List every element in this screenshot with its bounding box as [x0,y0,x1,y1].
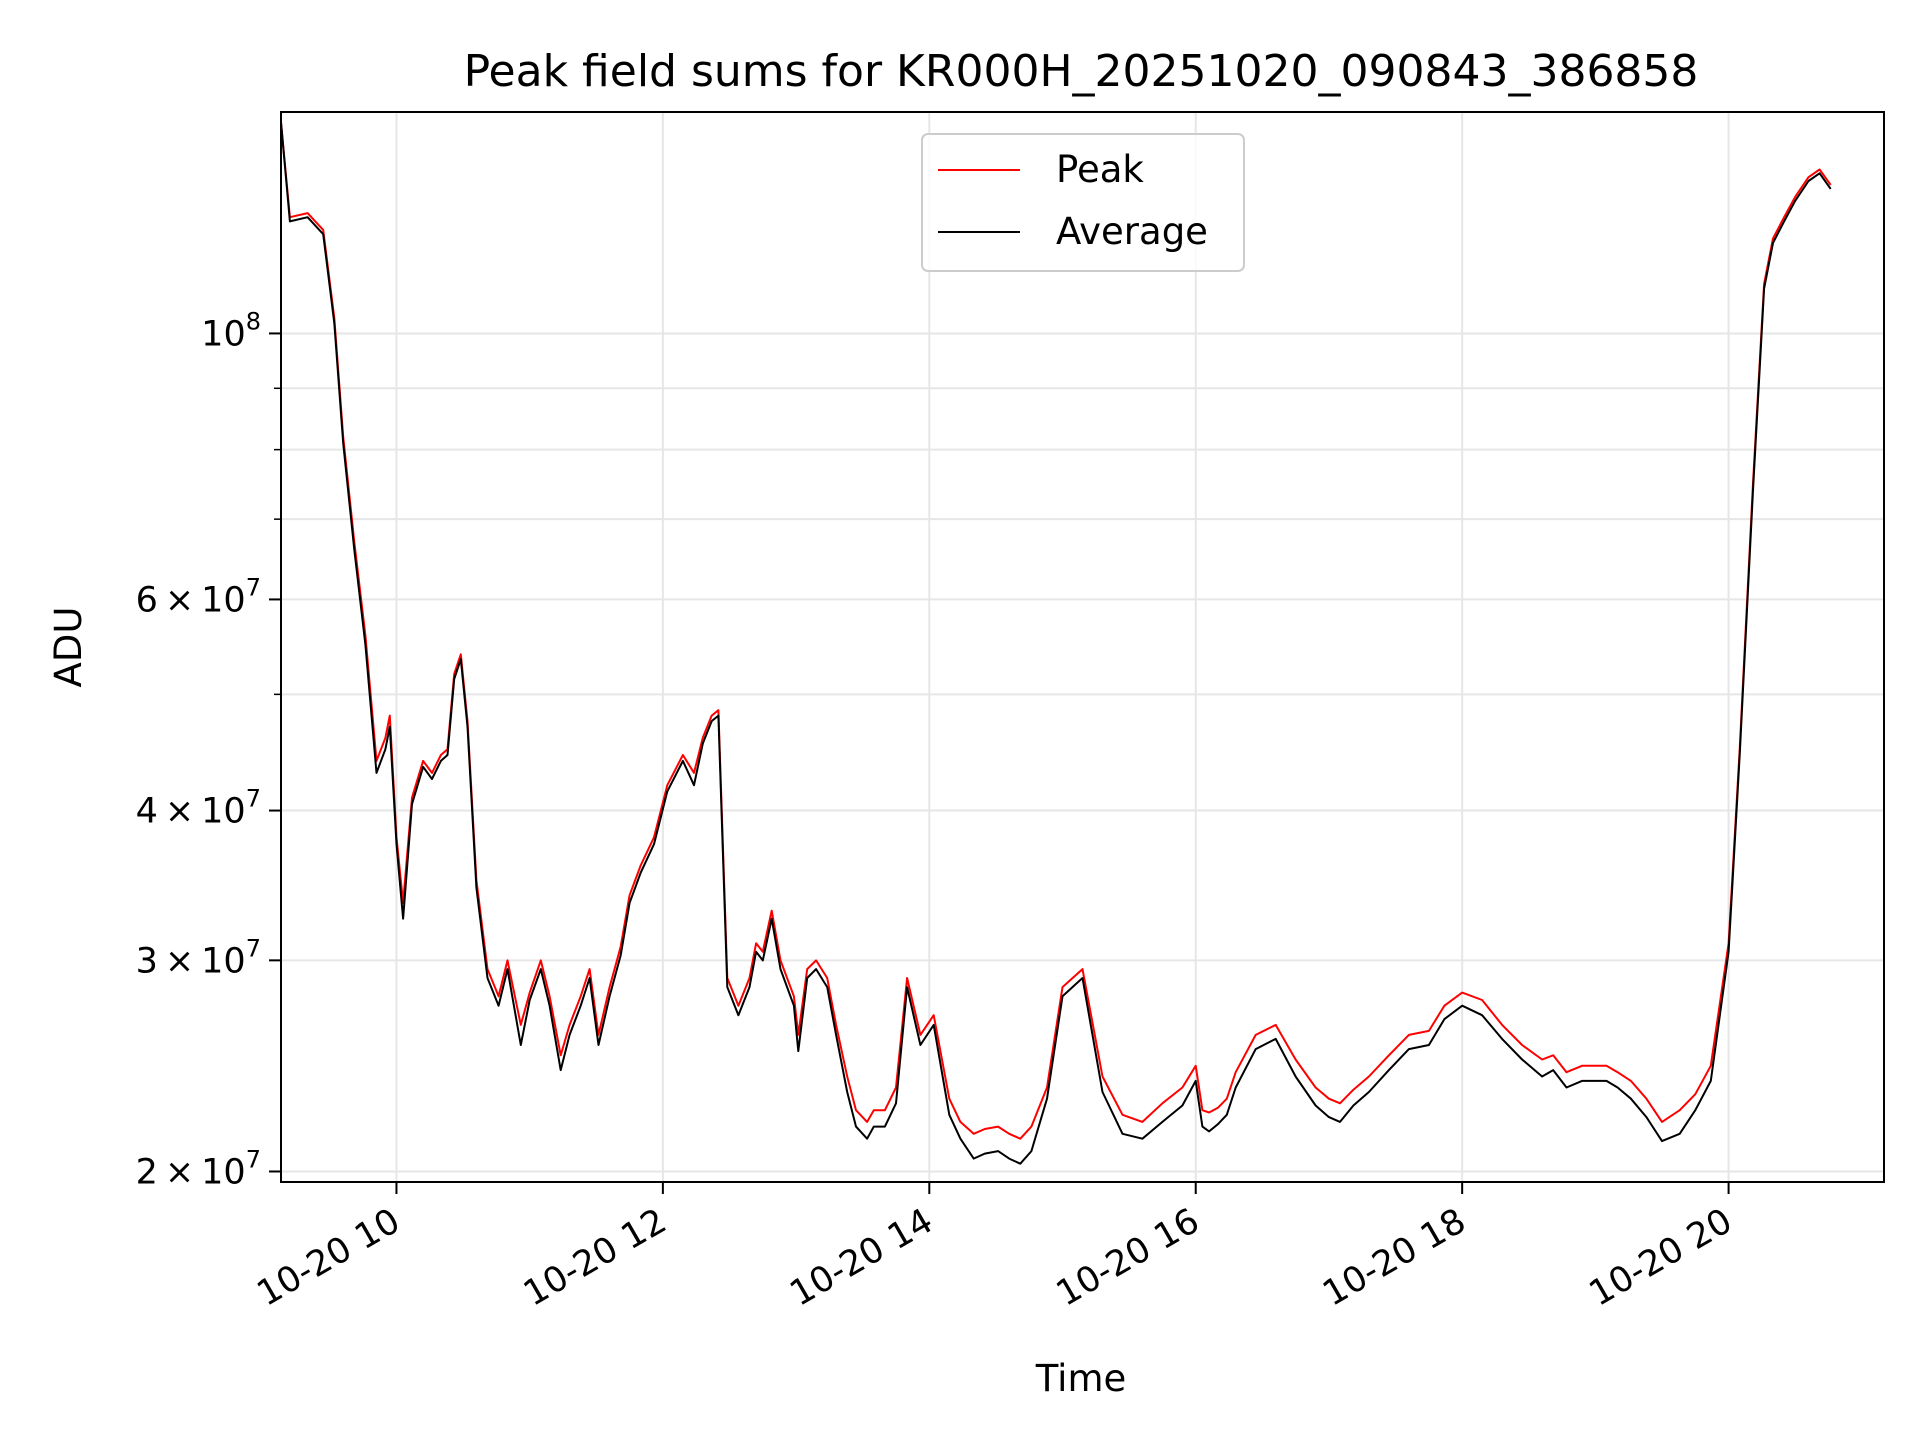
chart-title: Peak field sums for KR000H_20251020_0908… [464,46,1699,97]
series-lines [281,122,1832,1165]
y-tick-label: 3 × 107 [136,934,261,981]
grid [281,112,1884,1182]
series-line-average [281,122,1832,1165]
legend-label-peak: Peak [1056,148,1144,191]
plot-frame [280,111,1885,1183]
y-tick-label: 4 × 107 [136,785,261,832]
y-tick-label: 2 × 107 [136,1145,261,1192]
x-axis-label: Time [1035,1357,1127,1400]
legend: Peak Average [921,133,1245,272]
y-tick-label: 6 × 107 [136,573,261,620]
legend-box [921,133,1245,272]
y-axis-label: ADU [47,607,90,688]
legend-label-average: Average [1056,210,1208,253]
